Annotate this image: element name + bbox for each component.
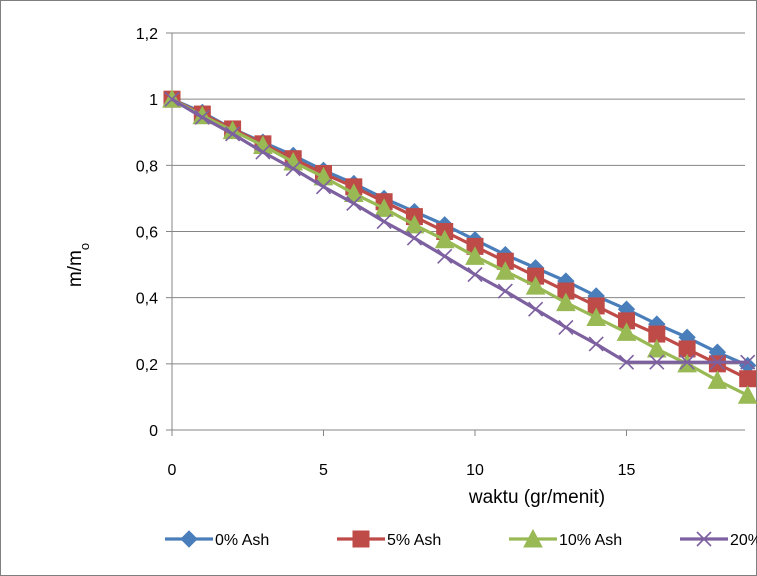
- legend-label: 20% Ash: [730, 532, 757, 549]
- x-tick-label: 5: [319, 462, 328, 479]
- data-point-x: [588, 336, 604, 352]
- y-axis-title-main: m/m: [65, 250, 86, 287]
- data-point-triangle: [434, 229, 455, 249]
- data-point-x: [649, 354, 665, 370]
- legend-marker: [180, 530, 198, 548]
- legend-marker: [523, 528, 543, 548]
- data-point-x: [618, 354, 635, 370]
- x-tick-label: 15: [618, 462, 636, 479]
- data-point-triangle: [525, 276, 546, 295]
- data-point-square: [708, 355, 726, 373]
- legend-label: 10% Ash: [559, 532, 622, 549]
- data-point-triangle: [313, 166, 334, 186]
- data-point-x: [709, 354, 725, 370]
- data-point-triangle: [737, 385, 757, 404]
- data-point-x: [679, 354, 695, 370]
- legend-marker: [696, 531, 712, 547]
- x-axis-ticks: 0 5 10 15: [168, 430, 636, 479]
- y-tick-label: 1: [149, 92, 158, 109]
- legend-item-4: 20% Ash: [680, 531, 757, 549]
- series-2: [163, 90, 757, 388]
- legend-item-1: 0% Ash: [165, 530, 269, 549]
- data-point-x: [285, 161, 301, 177]
- legend-item-2: 5% Ash: [337, 530, 441, 549]
- x-tick-label: 10: [466, 462, 484, 479]
- data-point-x: [225, 126, 241, 142]
- data-point-x: [528, 301, 544, 317]
- data-point-triangle: [616, 322, 637, 341]
- legend-marker: [352, 530, 370, 548]
- series-layer: [162, 89, 757, 404]
- data-point-x: [740, 354, 756, 370]
- data-point-x: [467, 266, 483, 283]
- y-tick-label: 0,2: [136, 357, 158, 374]
- legend-label: 5% Ash: [387, 532, 441, 549]
- data-point-square: [739, 370, 757, 388]
- y-tick-label: 0,6: [136, 225, 158, 242]
- data-point-triangle: [465, 246, 485, 265]
- data-point-x: [376, 214, 392, 230]
- data-point-triangle: [404, 214, 425, 234]
- data-point-triangle: [556, 292, 576, 312]
- y-axis-title: m/mo: [65, 243, 92, 287]
- data-point-x: [164, 91, 180, 107]
- data-point-x: [315, 179, 332, 195]
- data-point-x: [346, 195, 362, 211]
- series-1: [163, 90, 757, 375]
- data-point-triangle: [374, 198, 394, 217]
- legend: 0% Ash 5% Ash 10% Ash 20% Ash: [165, 528, 757, 549]
- data-point-x: [558, 319, 574, 336]
- data-point-x: [194, 109, 210, 125]
- data-point-triangle: [495, 261, 516, 280]
- x-tick-label: 0: [168, 462, 177, 479]
- data-point-triangle: [343, 183, 364, 202]
- data-point-x: [255, 144, 271, 160]
- data-point-x: [406, 230, 422, 246]
- series-4: [164, 91, 756, 370]
- data-point-triangle: [646, 338, 667, 358]
- gridlines: [172, 32, 745, 365]
- data-point-x: [497, 283, 513, 299]
- y-axis-title-subscript: o: [77, 243, 92, 250]
- y-tick-label: 0: [149, 423, 158, 440]
- data-point-x: [437, 248, 453, 264]
- y-tick-label: 0,4: [136, 291, 158, 308]
- series-line: [171, 97, 748, 364]
- x-axis-title: waktu (gr/menit): [468, 487, 605, 508]
- legend-label: 0% Ash: [215, 532, 269, 549]
- data-point-triangle: [586, 307, 607, 327]
- legend-item-3: 10% Ash: [509, 528, 622, 549]
- y-tick-label: 0,8: [136, 158, 158, 175]
- data-point-triangle: [707, 370, 728, 389]
- y-tick-label: 1,2: [136, 26, 158, 43]
- y-axis-ticks: 0 0,2 0,4 0,6 0,8 1 1,2: [136, 26, 172, 440]
